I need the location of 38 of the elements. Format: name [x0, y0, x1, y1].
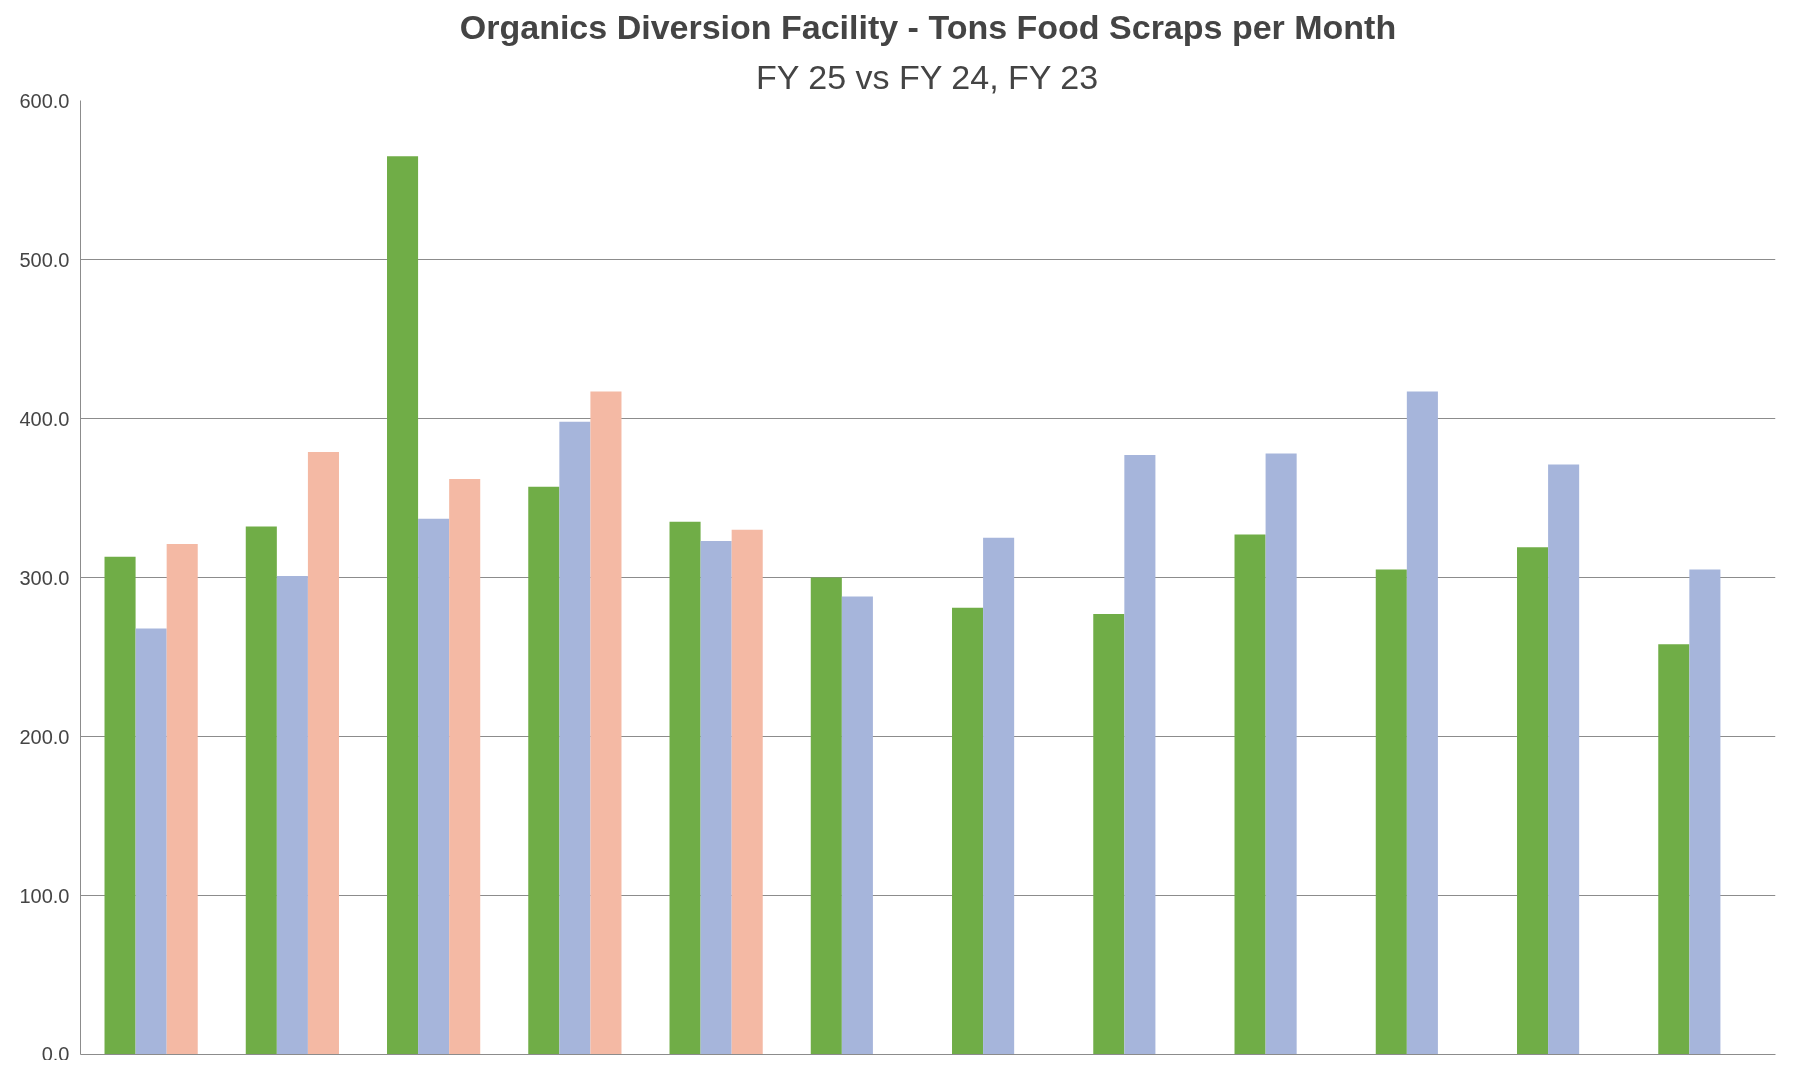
bar [1658, 644, 1690, 1055]
bar [1093, 614, 1125, 1055]
bar [952, 607, 984, 1055]
bar [841, 596, 873, 1055]
bar [669, 521, 701, 1055]
chart-subtitle: FY 25 vs FY 24, FY 23 [756, 57, 1099, 96]
y-tick-label: 0.0 [41, 1042, 70, 1065]
bar [590, 391, 622, 1055]
bar [1517, 547, 1549, 1055]
bar [1234, 534, 1266, 1055]
bar [1406, 391, 1438, 1055]
bar [245, 526, 277, 1055]
bar [1265, 453, 1297, 1055]
bar [731, 529, 763, 1055]
bar [983, 537, 1015, 1055]
bar [166, 544, 198, 1055]
bar [1548, 464, 1580, 1055]
bar [1124, 455, 1156, 1055]
bar [307, 451, 339, 1055]
bar [700, 540, 732, 1055]
bar [449, 478, 481, 1055]
bar [104, 556, 136, 1055]
y-tick-label: 100.0 [19, 884, 70, 907]
bar [810, 577, 842, 1055]
bar [559, 421, 591, 1055]
bar [1375, 569, 1407, 1055]
bar [418, 518, 450, 1055]
bar [387, 156, 419, 1055]
bar [528, 486, 560, 1055]
y-tick-label: 300.0 [19, 566, 70, 589]
bar [1689, 569, 1721, 1055]
y-tick-label: 400.0 [19, 407, 70, 430]
bar [135, 628, 167, 1055]
chart-title: Organics Diversion Facility - Tons Food Scraps per Month [459, 7, 1397, 46]
y-tick-label: 200.0 [19, 725, 70, 748]
bar [276, 575, 308, 1055]
y-tick-label: 600.0 [19, 89, 70, 112]
y-tick-label: 500.0 [19, 248, 70, 271]
